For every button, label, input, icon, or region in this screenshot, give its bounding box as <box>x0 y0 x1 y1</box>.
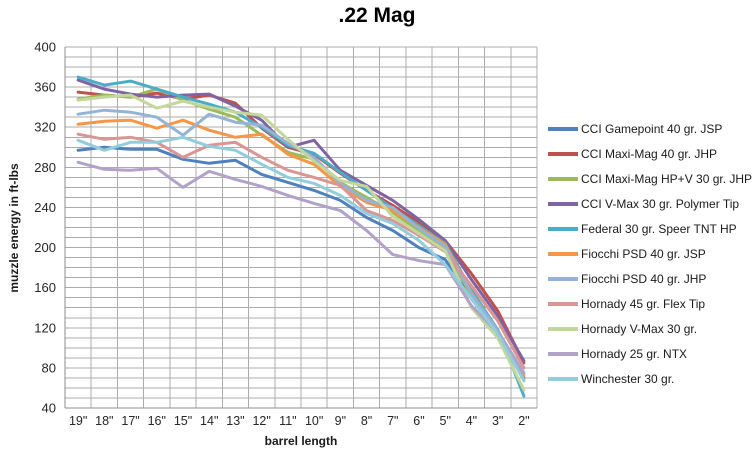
legend-label: Fiocchi PSD 40 gr. JHP <box>581 271 707 286</box>
legend-item: CCI Maxi-Mag 40 gr. JHP <box>548 141 752 166</box>
y-tick-label: 320 <box>34 120 56 135</box>
chart-legend: CCI Gamepoint 40 gr. JSP CCI Maxi-Mag 40 … <box>548 116 752 391</box>
y-tick-label: 200 <box>34 240 56 255</box>
legend-label: CCI Maxi-Mag 40 gr. JHP <box>581 146 718 161</box>
x-tick-label: 13" <box>226 414 244 428</box>
x-axis-title: barrel length <box>264 434 338 448</box>
y-tick-label: 160 <box>34 280 56 295</box>
x-tick-label: 14" <box>200 414 218 428</box>
x-tick-label: 6" <box>413 414 424 428</box>
legend-item: Fiocchi PSD 40 gr. JHP <box>548 266 752 291</box>
legend-swatch <box>548 326 578 331</box>
legend-swatch <box>548 201 578 206</box>
series-line-cci-gamepoint-40-gr-jsp <box>76 145 526 380</box>
x-tick-label: 8" <box>361 414 372 428</box>
legend-swatch <box>548 276 578 281</box>
legend-label: Hornady V-Max 30 gr. <box>581 321 698 336</box>
legend-swatch <box>548 351 578 356</box>
legend-swatch <box>548 226 578 231</box>
legend-label: Fiocchi PSD 40 gr. JSP <box>581 246 706 261</box>
legend-item: Federal 30 gr. Speer TNT HP <box>548 216 752 241</box>
legend-item: Winchester 30 gr. <box>548 366 752 391</box>
legend-swatch <box>548 251 578 256</box>
legend-item: CCI Maxi-Mag HP+V 30 gr. JHP <box>548 166 752 191</box>
x-tick-label: 3" <box>492 414 503 428</box>
series-line-hornady-v-max-30-gr- <box>76 93 526 392</box>
legend-item: CCI Gamepoint 40 gr. JSP <box>548 116 752 141</box>
legend-item: Hornady 45 gr. Flex Tip <box>548 291 752 316</box>
legend-label: CCI Gamepoint 40 gr. JSP <box>581 121 723 136</box>
legend-item: CCI V-Max 30 gr. Polymer Tip <box>548 191 752 216</box>
x-tick-label: 17" <box>121 414 139 428</box>
legend-item: Hornady 25 gr. NTX <box>548 341 752 366</box>
legend-label: CCI Maxi-Mag HP+V 30 gr. JHP <box>581 171 753 186</box>
series-line-cci-v-max-30-gr-polymer-tip <box>76 78 526 363</box>
x-tick-label: 2" <box>518 414 529 428</box>
legend-label: Hornady 25 gr. NTX <box>581 346 688 361</box>
x-tick-label: 9" <box>335 414 346 428</box>
legend-swatch <box>548 126 578 131</box>
x-tick-label: 11" <box>279 414 296 428</box>
x-tick-label: 4" <box>466 414 477 428</box>
legend-item: Fiocchi PSD 40 gr. JSP <box>548 241 752 266</box>
y-tick-label: 80 <box>42 360 56 375</box>
legend-label: Hornady 45 gr. Flex Tip <box>581 296 706 311</box>
y-tick-label: 120 <box>34 320 56 335</box>
y-tick-label: 400 <box>34 40 56 55</box>
legend-swatch <box>548 151 578 156</box>
y-tick-label: 360 <box>34 80 56 95</box>
legend-swatch <box>548 376 578 381</box>
x-tick-label: 18" <box>95 414 113 428</box>
legend-label: CCI V-Max 30 gr. Polymer Tip <box>581 196 740 211</box>
y-axis-title: muzzle energy in ft-lbs <box>7 163 21 293</box>
y-tick-label: 280 <box>34 160 56 175</box>
x-tick-label: 15" <box>174 414 192 428</box>
x-tick-label: 7" <box>387 414 398 428</box>
legend-swatch <box>548 176 578 181</box>
x-tick-label: 10" <box>305 414 323 428</box>
x-tick-label: 12" <box>252 414 270 428</box>
y-tick-label: 40 <box>42 401 56 416</box>
legend-swatch <box>548 301 578 306</box>
legend-label: Winchester 30 gr. <box>581 371 675 386</box>
legend-label: Federal 30 gr. Speer TNT HP <box>581 221 737 236</box>
legend-item: Hornady V-Max 30 gr. <box>548 316 752 341</box>
series-line-winchester-30-gr- <box>76 135 526 383</box>
x-tick-label: 16" <box>148 414 166 428</box>
x-tick-label: 19" <box>69 414 87 428</box>
y-tick-label: 240 <box>34 200 56 215</box>
x-tick-label: 5" <box>440 414 451 428</box>
chart-title: .22 Mag <box>338 4 416 27</box>
